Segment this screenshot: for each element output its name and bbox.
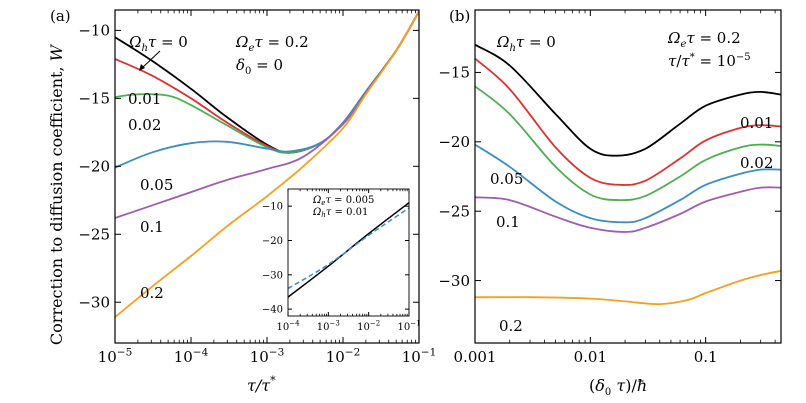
panel-a-ann-delta: δ0 = 0 bbox=[236, 56, 283, 77]
y-tick-label: −20 bbox=[438, 133, 470, 151]
panel-a: (a) Correction to diffusion coefficient,… bbox=[47, 7, 436, 395]
y-tick-label: −40 bbox=[262, 305, 283, 316]
panel-b-series bbox=[475, 43, 781, 306]
x-tick-label: 0.01 bbox=[574, 348, 607, 366]
x-tick-label: 10−3 bbox=[250, 346, 285, 366]
inset-series-line-1 bbox=[288, 207, 409, 290]
panel-b-xlabel: (δ0 τ)/ħ bbox=[589, 376, 647, 398]
panel-b: (b) −15 −20 −25 −30 0.001 0.01 0.1 (δ0 τ)/ħ Ωh… bbox=[438, 7, 782, 398]
curve-label-b-0.1: 0.1 bbox=[496, 213, 520, 231]
inset-series bbox=[288, 202, 409, 298]
panel-a-series bbox=[115, 10, 419, 318]
y-tick-label: −25 bbox=[78, 226, 110, 244]
panel-b-frame bbox=[474, 9, 782, 344]
inset-ann-omega-h: Ωhτ = 0.01 bbox=[312, 207, 368, 219]
panel-b-ticks: −15 −20 −25 −30 0.001 0.01 0.1 bbox=[438, 10, 781, 366]
x-tick-label: 10−1 bbox=[397, 320, 420, 334]
x-tick-label: 10−4 bbox=[276, 320, 300, 334]
inset-series-line-0 bbox=[288, 202, 409, 298]
panel-a-ylabel: Correction to diffusion coefficient, W bbox=[47, 43, 66, 345]
x-tick-label: 0.1 bbox=[694, 348, 718, 366]
panel-a-ann-omega-h: Ωhτ = 0 bbox=[128, 33, 188, 54]
y-tick-label: −15 bbox=[438, 64, 470, 82]
y-tick-label: −25 bbox=[438, 202, 470, 220]
panel-b-ann-omega-h: Ωhτ = 0 bbox=[496, 33, 556, 54]
x-tick-label: 10−4 bbox=[174, 346, 209, 366]
x-tick-label: 10−2 bbox=[357, 320, 380, 334]
a-series-line-0.2 bbox=[115, 10, 419, 318]
panel-a-label: (a) bbox=[50, 7, 71, 25]
curve-label-a-0.01: 0.01 bbox=[128, 90, 161, 108]
curve-label-a-0.1: 0.1 bbox=[140, 218, 164, 236]
annotation-arrow bbox=[141, 50, 161, 69]
curve-label-b-0.02: 0.02 bbox=[740, 154, 773, 172]
x-tick-label: 10−2 bbox=[326, 346, 361, 366]
panel-b-ann-ratio: τ/τ* = 10−5 bbox=[668, 52, 751, 70]
b-series-line-0.1 bbox=[475, 186, 781, 233]
y-tick-label: −10 bbox=[262, 202, 283, 213]
annotation-arrowhead-icon bbox=[139, 64, 145, 71]
curve-label-a-0.02: 0.02 bbox=[128, 116, 161, 134]
y-tick-label: −30 bbox=[262, 270, 283, 281]
curve-label-a-0.05: 0.05 bbox=[140, 176, 173, 194]
panel-a-ticks: −10 −15 −20 −25 −30 10−5 10−4 10−3 10−2 10−1 bbox=[78, 10, 436, 366]
curve-label-b-0.05: 0.05 bbox=[490, 170, 523, 188]
panel-a-ann-omega-e: Ωeτ = 0.2 bbox=[235, 33, 309, 54]
x-tick-label: 0.001 bbox=[454, 348, 497, 366]
x-tick-label: 10−1 bbox=[402, 346, 437, 366]
inset-background bbox=[288, 189, 409, 316]
y-tick-label: −20 bbox=[78, 158, 110, 176]
y-tick-label: −30 bbox=[438, 272, 470, 290]
inset-frame bbox=[287, 188, 410, 317]
b-series-line-0.01 bbox=[475, 57, 781, 186]
b-series-line-0 bbox=[475, 43, 781, 157]
panel-b-ann-omega-e: Ωeτ = 0.2 bbox=[667, 29, 741, 50]
y-tick-label: −30 bbox=[78, 293, 110, 311]
x-tick-label: 10−3 bbox=[317, 320, 340, 334]
y-tick-label: −10 bbox=[78, 22, 110, 40]
panel-a-frame bbox=[114, 9, 420, 344]
inset: −10 −20 −30 −40 10−4 10−3 10−2 10−1 Ωeτ = 0.005… bbox=[262, 188, 421, 334]
panel-b-label: (b) bbox=[449, 7, 470, 25]
b-series-line-0.02 bbox=[475, 85, 781, 202]
b-series-line-0.05 bbox=[475, 143, 781, 224]
curve-label-b-0.2: 0.2 bbox=[499, 317, 523, 335]
panel-a-xlabel: τ/τ* bbox=[247, 374, 276, 395]
inset-ann-omega-e: Ωeτ = 0.005 bbox=[312, 195, 374, 207]
x-tick-label: 10−5 bbox=[98, 346, 133, 366]
curve-label-b-0.01: 0.01 bbox=[740, 114, 773, 132]
y-tick-label: −20 bbox=[262, 236, 283, 247]
b-series-line-0.2 bbox=[475, 270, 781, 306]
curve-label-a-0.2: 0.2 bbox=[140, 284, 164, 302]
y-tick-label: −15 bbox=[78, 90, 110, 108]
